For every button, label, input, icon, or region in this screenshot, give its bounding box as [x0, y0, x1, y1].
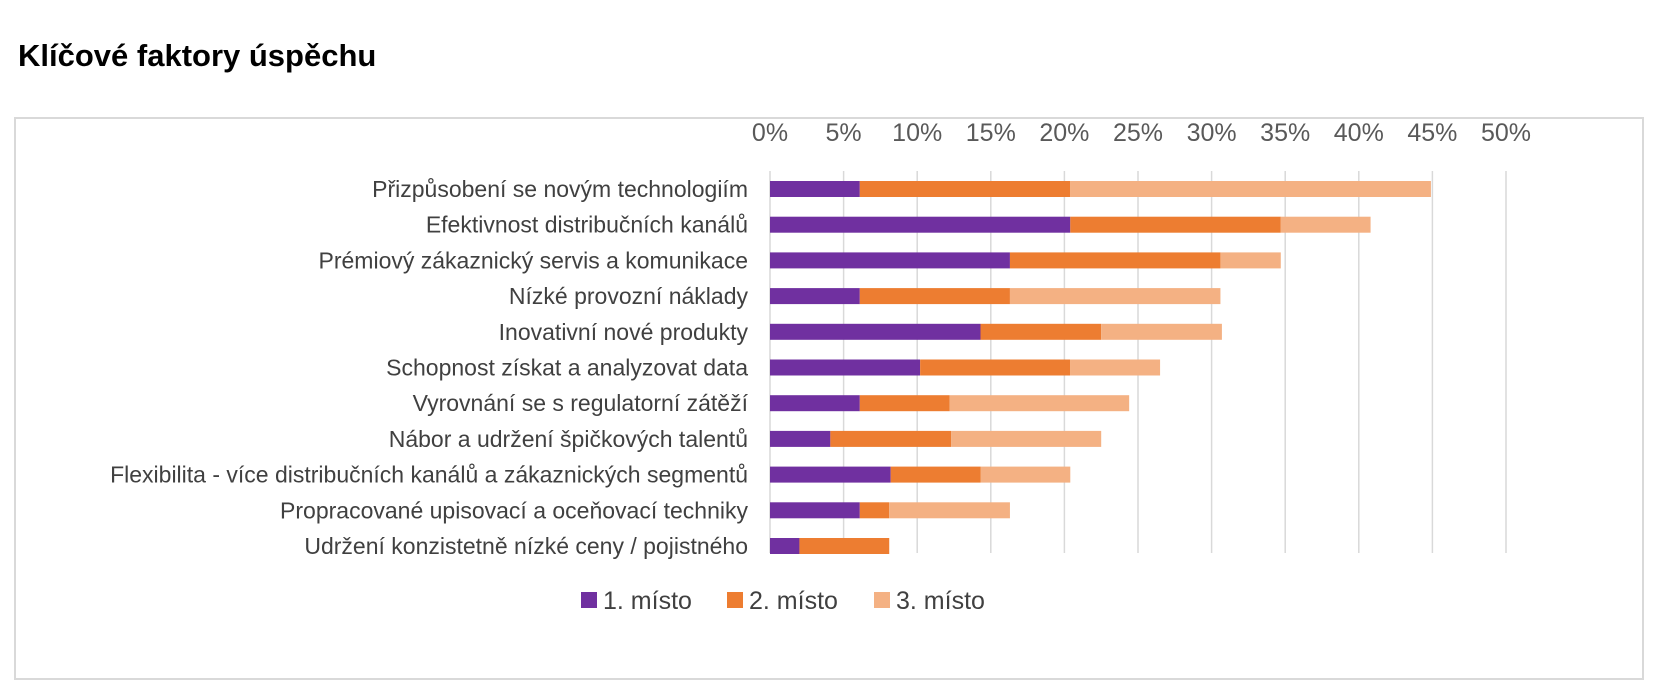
- page-title: Klíčové faktory úspěchu: [18, 38, 377, 73]
- x-tick-label: 45%: [1407, 119, 1457, 147]
- bar-segment-3: [1101, 323, 1222, 340]
- x-tick-label: 25%: [1113, 119, 1163, 147]
- chart-frame: 0% 5% 10% 15% 20% 25% 30% 35% 40% 45% 50% Přizpůsob…: [14, 117, 1644, 680]
- x-tick-label: 40%: [1334, 119, 1384, 147]
- category-label: Propracované upisovací a oceňovací techn…: [280, 497, 748, 523]
- bar-segment-3: [889, 502, 1010, 519]
- bar-segment-2: [859, 288, 1010, 305]
- bar-segment-3: [1070, 359, 1161, 376]
- bar-segment-2: [890, 466, 981, 483]
- category-label: Nízké provozní náklady: [509, 283, 749, 309]
- x-tick-label: 50%: [1481, 119, 1531, 147]
- bar-segment-2: [859, 502, 890, 519]
- bar-segment-3: [1070, 181, 1431, 197]
- bar-segment-3: [1009, 288, 1221, 305]
- stacked-bar-chart: 0% 5% 10% 15% 20% 25% 30% 35% 40% 45% 50% Přizpůsob…: [110, 119, 1531, 615]
- bar-segment-2: [799, 538, 890, 554]
- bar-segment-3: [980, 466, 1071, 483]
- x-tick-label: 5%: [826, 119, 862, 147]
- x-tick-label: 0%: [752, 119, 788, 147]
- bar-segment-2: [1009, 252, 1221, 269]
- bar-segment-3: [949, 395, 1130, 412]
- category-label: Efektivnost distribučních kanálů: [426, 212, 748, 238]
- bar-segment-1: [770, 466, 891, 483]
- bar-segment-3: [1280, 216, 1371, 233]
- category-label: Udržení konzistetně nízké ceny / pojistn…: [304, 533, 748, 559]
- bar-segment-2: [859, 181, 1071, 197]
- bar-segment-2: [859, 395, 950, 412]
- x-tick-label: 20%: [1039, 119, 1089, 147]
- bar-segment-2: [920, 359, 1071, 376]
- legend-swatch: [874, 592, 890, 608]
- bar-segment-1: [770, 395, 860, 412]
- category-label: Přizpůsobení se novým technologiím: [372, 176, 748, 202]
- category-label: Vyrovnání se s regulatorní zátěží: [413, 390, 749, 416]
- x-tick-label: 15%: [966, 119, 1016, 147]
- bar-segment-1: [770, 430, 831, 447]
- bar-segment-1: [770, 181, 860, 197]
- bar-segment-1: [770, 252, 1010, 269]
- category-label: Flexibilita - více distribučních kanálů …: [110, 462, 748, 488]
- category-label: Prémiový zákaznický servis a komunikace: [319, 247, 748, 273]
- bar-segment-1: [770, 502, 860, 519]
- category-label: Nábor a udržení špičkových talentů: [389, 426, 748, 452]
- category-label: Inovativní nové produkty: [499, 319, 749, 345]
- bar-segment-1: [770, 288, 860, 305]
- category-label: Schopnost získat a analyzovat data: [386, 355, 748, 381]
- x-tick-label: 30%: [1187, 119, 1237, 147]
- legend-label: 1. místo: [603, 587, 692, 615]
- bar-segment-1: [770, 538, 800, 554]
- legend-label: 3. místo: [896, 587, 985, 615]
- legend-label: 2. místo: [749, 587, 838, 615]
- legend-swatch: [727, 592, 743, 608]
- bar-segment-2: [980, 323, 1102, 340]
- bar-segment-2: [830, 430, 952, 447]
- bar-segment-1: [770, 359, 921, 376]
- bar-segment-1: [770, 323, 981, 340]
- bar-segment-2: [1070, 216, 1281, 233]
- x-tick-label: 10%: [892, 119, 942, 147]
- legend-swatch: [581, 592, 597, 608]
- bar-segment-3: [951, 430, 1102, 447]
- bar-segment-3: [1220, 252, 1281, 269]
- x-tick-label: 35%: [1260, 119, 1310, 147]
- bar-segment-1: [770, 216, 1071, 233]
